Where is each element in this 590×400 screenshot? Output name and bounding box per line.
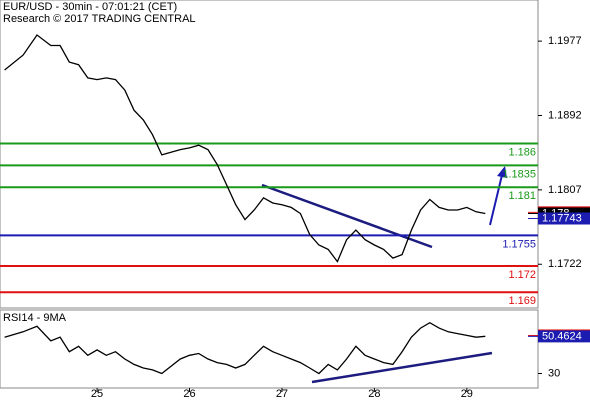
x-tick-label: 26 xyxy=(183,388,195,400)
rsi-title: RSI14 - 9MA xyxy=(3,312,67,324)
price-tag xyxy=(538,212,590,225)
series-line xyxy=(4,34,486,263)
level-label: 1.1755 xyxy=(502,238,536,250)
price-tag-label: 50.4624 xyxy=(542,330,582,342)
price-tag-label: 1.17743 xyxy=(542,212,582,224)
arrow-head xyxy=(497,166,507,178)
y-tick-label: 1.1977 xyxy=(548,35,582,47)
level-label: 1.186 xyxy=(508,146,536,158)
y-tick-label: 1.1807 xyxy=(548,184,582,196)
level-label: 1.181 xyxy=(508,190,536,202)
x-tick-label: 29 xyxy=(461,388,473,400)
level-label: 1.172 xyxy=(508,269,536,281)
y-tick-label: 1.1722 xyxy=(548,258,582,270)
trend-line xyxy=(261,183,433,249)
price-tag xyxy=(538,330,590,343)
y-tick-label: 30 xyxy=(548,367,560,379)
price-panel xyxy=(0,0,539,309)
x-tick-label: 27 xyxy=(276,388,288,400)
chart-subtitle: Research © 2017 TRADING CENTRAL xyxy=(3,13,196,25)
series-line xyxy=(4,321,486,375)
level-label: 1.169 xyxy=(508,295,536,307)
y-tick-label: 1.1892 xyxy=(548,109,582,121)
forecast-arrow xyxy=(489,174,503,226)
rsi-trend-line xyxy=(311,351,493,384)
x-tick-label: 25 xyxy=(91,388,103,400)
chart-title: EUR/USD - 30min - 07:01:21 (CET) xyxy=(3,1,177,13)
x-tick-label: 28 xyxy=(368,388,380,400)
level-label: 1.1835 xyxy=(502,168,536,180)
